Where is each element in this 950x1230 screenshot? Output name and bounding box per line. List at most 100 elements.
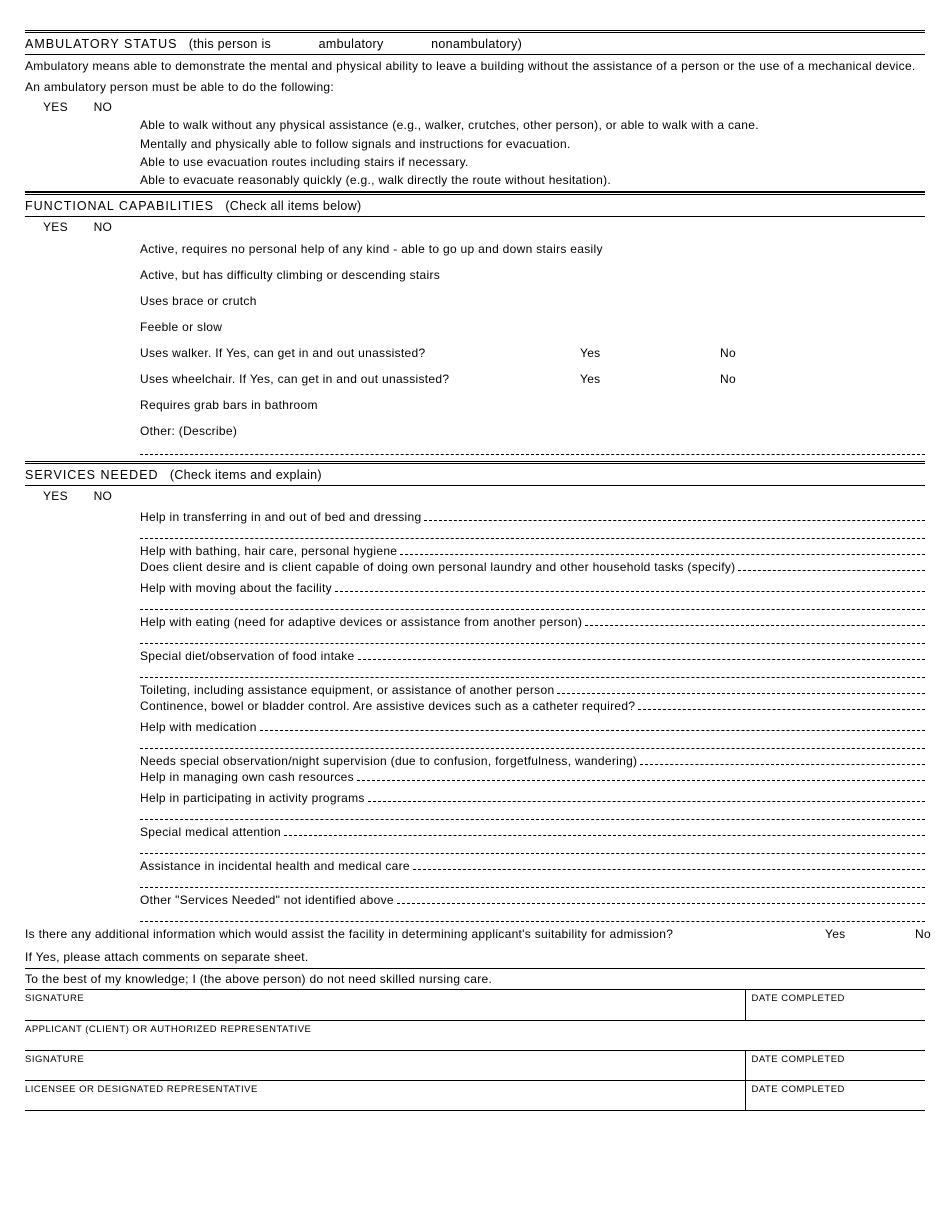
service-fill-line[interactable] <box>358 650 926 660</box>
additional-info-text: Is there any additional information whic… <box>25 927 825 941</box>
functional-item-label: Uses walker. If Yes, can get in and out … <box>140 346 580 360</box>
yes-label: YES <box>43 100 68 114</box>
licensee-rep-label: LICENSEE OR DESIGNATED REPRESENTATIVE <box>25 1080 745 1110</box>
service-item: Help with eating (need for adaptive devi… <box>25 610 925 629</box>
service-cont-line[interactable] <box>140 598 925 610</box>
service-label: Needs special observation/night supervis… <box>140 754 640 768</box>
ambulatory-header: AMBULATORY STATUS (this person is ambula… <box>25 30 925 55</box>
service-item: Special medical attention <box>25 820 925 839</box>
service-fill-line[interactable] <box>738 561 925 571</box>
service-label: Other "Services Needed" not identified a… <box>140 893 397 907</box>
date-field-label: DATE COMPLETED <box>745 1050 925 1080</box>
service-fill-line[interactable] <box>424 511 925 521</box>
additional-attach-note: If Yes, please attach comments on separa… <box>25 946 925 968</box>
functional-item: Requires grab bars in bathroom <box>25 392 925 418</box>
service-cont-line[interactable] <box>140 632 925 644</box>
service-item: Toileting, including assistance equipmen… <box>25 678 925 697</box>
service-item: Special diet/observation of food intake <box>25 644 925 663</box>
functional-wheelchair-no[interactable]: No <box>720 372 736 386</box>
service-label: Help with medication <box>140 720 260 734</box>
ambulatory-subtext: (this person is <box>189 37 271 51</box>
functional-walker-yes[interactable]: Yes <box>580 346 720 360</box>
service-fill-line[interactable] <box>400 545 925 555</box>
services-header: SERVICES NEEDED (Check items and explain… <box>25 461 925 486</box>
functional-header: FUNCTIONAL CAPABILITIES (Check all items… <box>25 192 925 217</box>
services-sub: (Check items and explain) <box>170 468 322 482</box>
ambulatory-criterion: Able to walk without any physical assist… <box>140 116 925 134</box>
ambulatory-criteria: Able to walk without any physical assist… <box>25 116 925 192</box>
service-fill-line[interactable] <box>368 792 925 802</box>
functional-walker-no[interactable]: No <box>720 346 736 360</box>
service-cont-line[interactable] <box>140 910 925 922</box>
functional-item: Feeble or slow <box>25 314 925 340</box>
additional-no[interactable]: No <box>915 927 931 941</box>
service-item: Help in transferring in and out of bed a… <box>25 505 925 524</box>
service-label: Special diet/observation of food intake <box>140 649 358 663</box>
services-title: SERVICES NEEDED <box>25 468 159 482</box>
service-fill-line[interactable] <box>585 616 925 626</box>
service-fill-line[interactable] <box>260 721 925 731</box>
service-label: Help in managing own cash resources <box>140 770 357 784</box>
service-cont-line[interactable] <box>140 666 925 678</box>
service-cont-line[interactable] <box>140 842 925 854</box>
service-fill-line[interactable] <box>335 582 925 592</box>
ambulatory-definition: Ambulatory means able to demonstrate the… <box>25 55 925 76</box>
ambulatory-criterion: Able to evacuate reasonably quickly (e.g… <box>140 171 925 189</box>
functional-title: FUNCTIONAL CAPABILITIES <box>25 199 214 213</box>
service-label: Help in participating in activity progra… <box>140 791 368 805</box>
service-cont-line[interactable] <box>140 527 925 539</box>
service-label: Help with eating (need for adaptive devi… <box>140 615 585 629</box>
ambulatory-criterion: Able to use evacuation routes including … <box>140 153 925 171</box>
ambulatory-yesno-header: YES NO <box>25 97 925 116</box>
applicant-rep-label: APPLICANT (CLIENT) OR AUTHORIZED REPRESE… <box>25 1020 925 1050</box>
service-label: Continence, bowel or bladder control. Ar… <box>140 699 638 713</box>
yes-label: YES <box>43 220 68 234</box>
additional-yes[interactable]: Yes <box>825 927 915 941</box>
yes-label: YES <box>43 489 68 503</box>
service-label: Help with moving about the facility <box>140 581 335 595</box>
service-item: Assistance in incidental health and medi… <box>25 854 925 873</box>
service-cont-line[interactable] <box>140 808 925 820</box>
service-fill-line[interactable] <box>638 700 925 710</box>
service-fill-line[interactable] <box>640 755 925 765</box>
service-label: Assistance in incidental health and medi… <box>140 859 413 873</box>
functional-other-line[interactable] <box>140 454 925 455</box>
signature-field-label: SIGNATURE <box>25 990 745 1020</box>
no-label: NO <box>94 100 113 114</box>
service-label: Does client desire and is client capable… <box>140 560 738 574</box>
service-cont-line[interactable] <box>140 876 925 888</box>
service-cont-line[interactable] <box>140 737 925 749</box>
service-fill-line[interactable] <box>357 771 925 781</box>
functional-item-other: Other: (Describe) <box>25 418 925 444</box>
date-field-label: DATE COMPLETED <box>745 1080 925 1110</box>
service-item: Help in managing own cash resources <box>25 768 925 786</box>
functional-item: Active, but has difficulty climbing or d… <box>25 262 925 288</box>
service-item: Help with bathing, hair care, personal h… <box>25 539 925 558</box>
service-item: Help in participating in activity progra… <box>25 786 925 805</box>
service-label: Help with bathing, hair care, personal h… <box>140 544 400 558</box>
functional-item: Active, requires no personal help of any… <box>25 236 925 262</box>
ambulatory-option-ambulatory[interactable]: ambulatory <box>319 37 384 51</box>
service-item: Help with moving about the facility <box>25 576 925 595</box>
functional-item-label: Uses wheelchair. If Yes, can get in and … <box>140 372 580 386</box>
functional-item: Uses brace or crutch <box>25 288 925 314</box>
functional-yesno-header: YES NO <box>25 217 925 236</box>
services-yesno-header: YES NO <box>25 486 925 505</box>
ambulatory-option-nonambulatory[interactable]: nonambulatory) <box>431 37 522 51</box>
service-item: Does client desire and is client capable… <box>25 558 925 576</box>
service-fill-line[interactable] <box>284 826 925 836</box>
service-fill-line[interactable] <box>413 860 925 870</box>
functional-wheelchair-yes[interactable]: Yes <box>580 372 720 386</box>
date-field-label: DATE COMPLETED <box>745 990 925 1020</box>
additional-info-question: Is there any additional information whic… <box>25 922 925 946</box>
certification-statement: To the best of my knowledge; I (the abov… <box>25 968 925 990</box>
service-item: Help with medication <box>25 715 925 734</box>
ambulatory-criterion: Mentally and physically able to follow s… <box>140 135 925 153</box>
ambulatory-title: AMBULATORY STATUS <box>25 37 177 51</box>
service-fill-line[interactable] <box>557 684 925 694</box>
functional-item-wheelchair: Uses wheelchair. If Yes, can get in and … <box>25 366 925 392</box>
service-fill-line[interactable] <box>397 894 925 904</box>
no-label: NO <box>94 220 113 234</box>
ambulatory-requirements-intro: An ambulatory person must be able to do … <box>25 76 925 97</box>
signature-table: SIGNATURE DATE COMPLETED APPLICANT (CLIE… <box>25 990 925 1111</box>
